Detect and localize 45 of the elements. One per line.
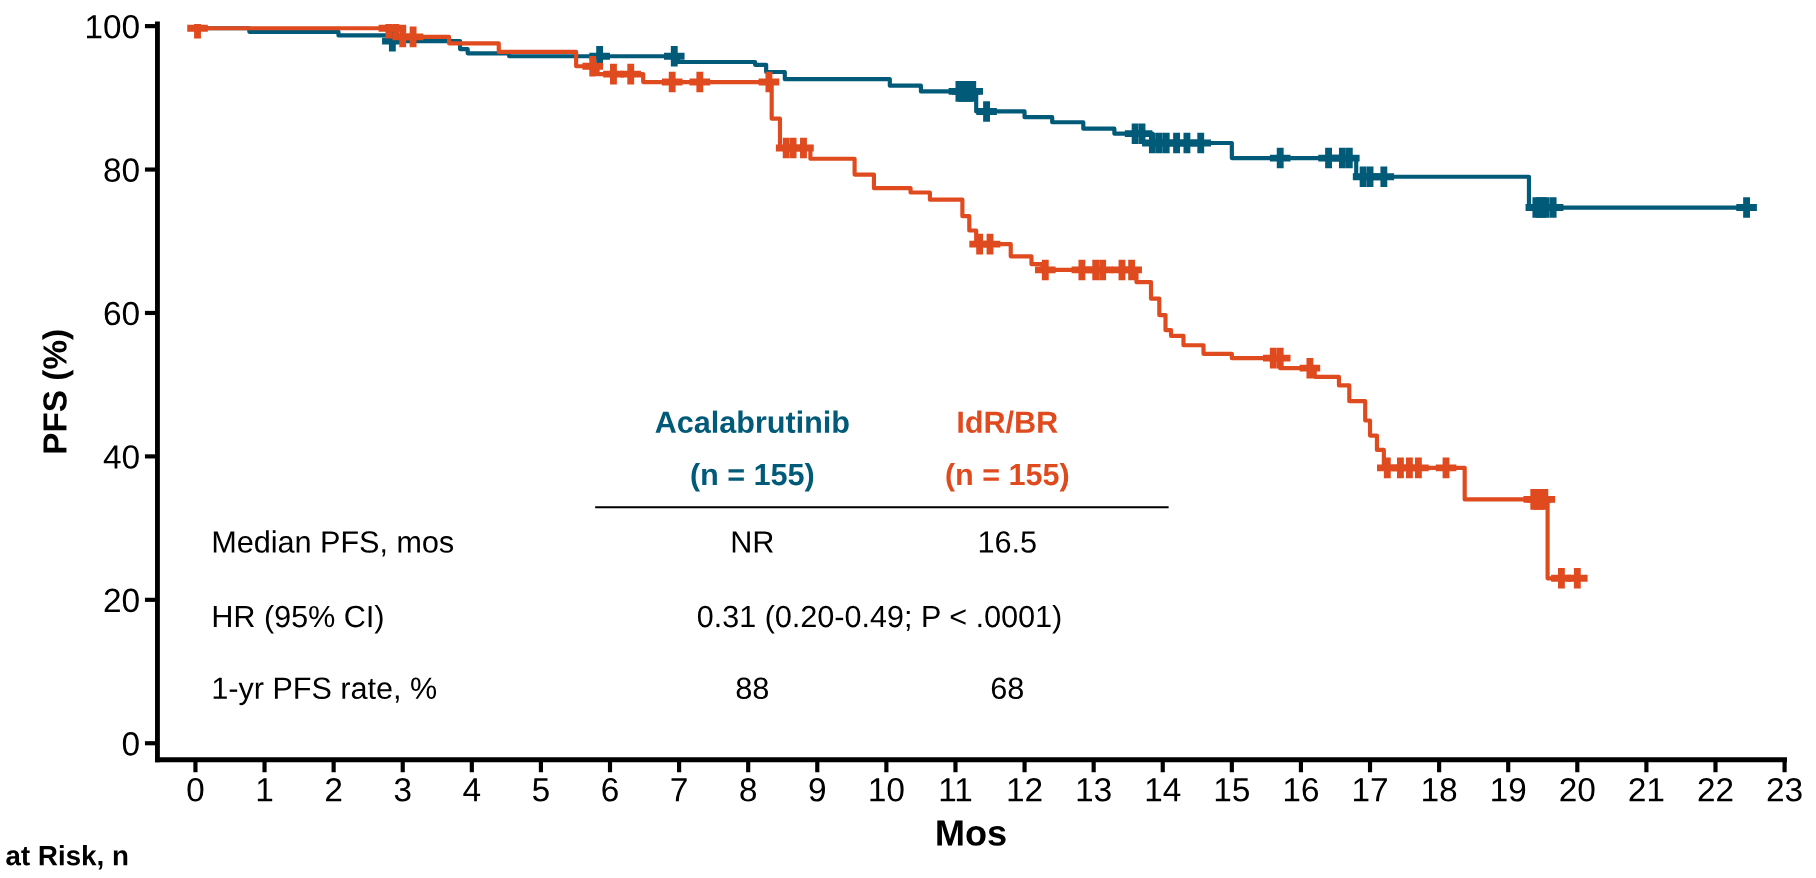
text: Acalabrutinib — [655, 410, 849, 434]
y-tick-label: 80 — [104, 158, 139, 182]
annotation: 88 — [736, 677, 768, 700]
x-tick-label: 10 — [870, 777, 904, 802]
x-tick-label: 14 — [1146, 778, 1181, 802]
x-tick-label: 17 — [1354, 778, 1387, 802]
x-tick-label: 23 — [1767, 777, 1802, 802]
x-tick-label: 21 — [1629, 777, 1664, 802]
annotation: NR — [732, 531, 773, 553]
x-tick-label: 13 — [1077, 777, 1111, 802]
x-tick-label: 3 — [394, 777, 411, 802]
x-tick-label: 2 — [326, 777, 342, 802]
x-tick-label: 9 — [809, 777, 825, 802]
x-tick-label: 1 — [257, 778, 273, 802]
annotation: (n = 155) — [946, 462, 1069, 492]
x-tick-label: 0 — [187, 777, 204, 802]
x-tick-label: 8 — [740, 777, 757, 802]
x-tick-label: 22 — [1698, 777, 1733, 802]
annotation: 1-yr PFS rate, % — [213, 677, 437, 706]
text: IdR/BR — [958, 410, 1058, 434]
x-tick-label: 12 — [1008, 777, 1042, 802]
x-tick-label: 15 — [1215, 778, 1249, 802]
x-tick-label: 6 — [602, 777, 618, 802]
annotation: (n = 155) — [691, 462, 814, 492]
x-tick-label: 5 — [532, 778, 549, 802]
x-tick-label: 18 — [1423, 777, 1457, 802]
x-tick-label: 7 — [671, 778, 687, 802]
x-tick-label: 19 — [1492, 777, 1526, 802]
annotation: 68 — [991, 677, 1023, 700]
y-tick-label: 100 — [87, 14, 139, 39]
x-tick-label: 4 — [463, 778, 481, 802]
text: at Risk, n — [6, 845, 128, 870]
annotation: 0.31 (0.20-0.49; P < .0001) — [697, 604, 1061, 634]
annotation: 16.5 — [979, 531, 1036, 553]
annotation: Median PFS, mos — [213, 530, 454, 557]
y-tick-label: 20 — [104, 588, 139, 613]
annotation: HR (95% CI) — [213, 604, 383, 634]
y-tick-label: 0 — [122, 732, 139, 756]
x-tick-label: 11 — [940, 778, 972, 802]
y-axis-title: PFS (%) — [42, 330, 74, 453]
y-tick-label: 40 — [103, 445, 139, 469]
x-axis-title: Mos — [937, 820, 1006, 846]
x-tick-label: 20 — [1560, 777, 1595, 802]
x-tick-label: 16 — [1284, 777, 1319, 802]
y-tick-label: 60 — [104, 301, 139, 326]
